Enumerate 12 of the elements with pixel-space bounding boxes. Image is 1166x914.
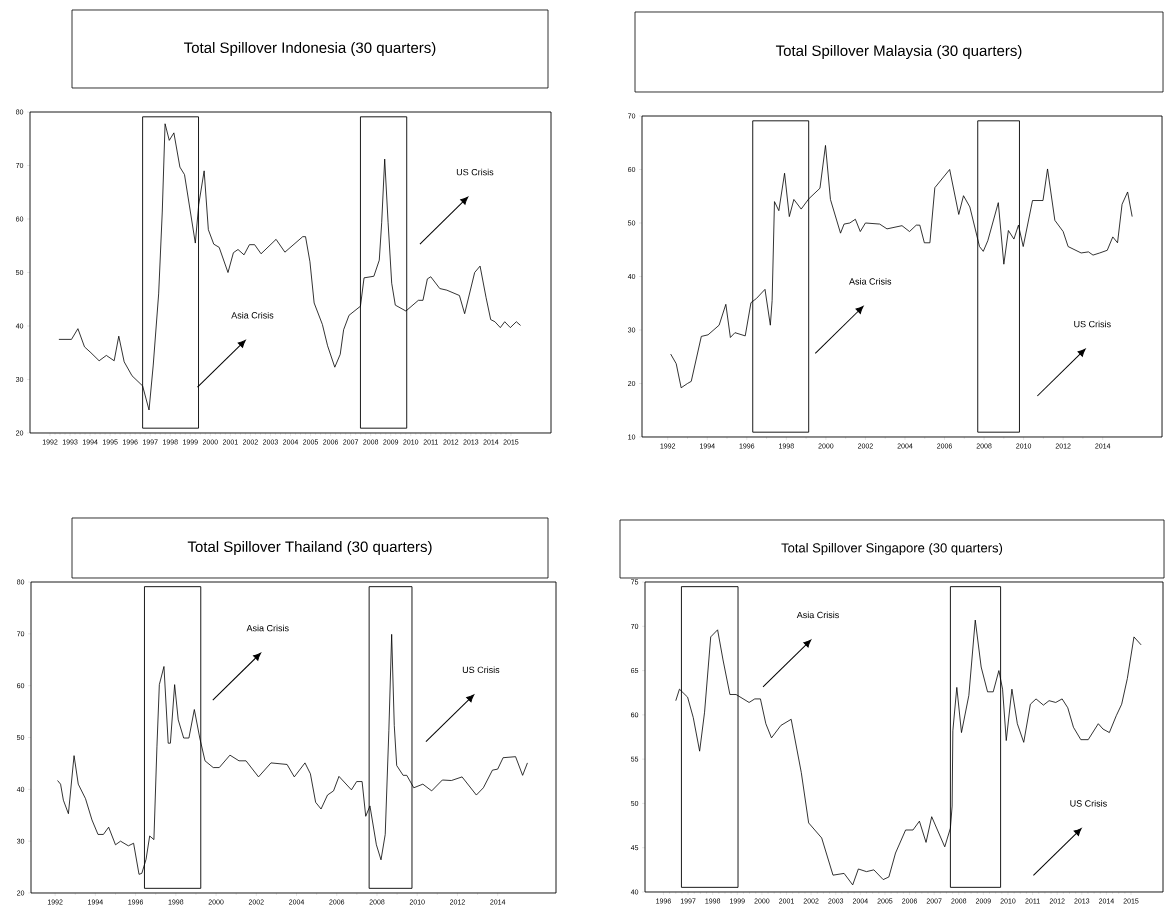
annotation: US Crisis (1074, 320, 1111, 328)
chart-title: Total Spillover Thailand (30 quarters) (187, 541, 432, 555)
annotation: Asia Crisis (231, 311, 274, 319)
chart-title: Total Spillover Singapore (30 quarters) (781, 542, 1003, 556)
annotation: Asia Crisis (246, 624, 289, 632)
annotation: US Crisis (462, 666, 500, 674)
annotation: US Crisis (1070, 800, 1107, 807)
annotation: US Crisis (456, 168, 494, 176)
chart-title: Total Spillover Malaysia (30 quarters) (775, 45, 1022, 59)
chart-title: Total Spillover Indonesia (30 quarters) (184, 42, 436, 56)
annotation: Asia Crisis (849, 278, 892, 285)
annotation: Asia Crisis (796, 611, 839, 619)
